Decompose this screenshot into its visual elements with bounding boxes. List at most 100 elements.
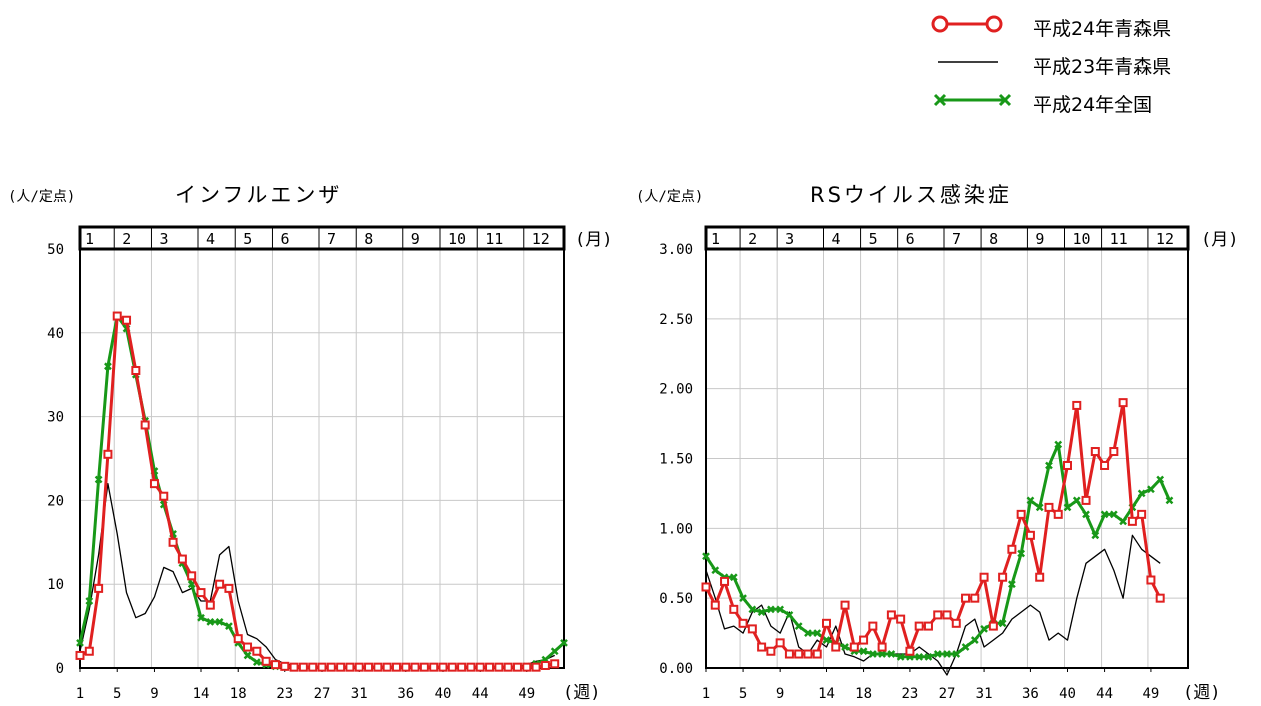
- data-point-circle: [410, 662, 420, 672]
- data-point-x: [104, 362, 112, 371]
- data-point-circle: [131, 366, 141, 376]
- data-point-x: [560, 638, 568, 647]
- data-point-circle: [1118, 398, 1128, 408]
- x-tick-label: 40: [1059, 686, 1076, 702]
- y-tick-label: 2.00: [659, 382, 693, 398]
- y-tick-label: 20: [47, 493, 64, 509]
- data-point-x: [711, 566, 720, 575]
- data-point-x: [1091, 531, 1100, 540]
- data-point-x: [961, 643, 970, 651]
- data-point-x: [1017, 549, 1026, 558]
- x-tick-label: 27: [939, 686, 956, 702]
- data-point-x: [896, 652, 905, 661]
- data-point-circle: [168, 537, 178, 547]
- month-label: 4: [206, 230, 215, 248]
- legend-label: 平成23年青森県: [1033, 56, 1172, 78]
- data-point-circle: [270, 660, 280, 670]
- month-label: 4: [832, 230, 841, 248]
- x-tick-label: 5: [113, 686, 121, 702]
- legend-item: 平成24年青森県: [930, 10, 1250, 48]
- data-point-circle: [522, 662, 532, 672]
- data-point-circle: [550, 659, 560, 669]
- month-label: 10: [448, 230, 466, 248]
- data-point-circle: [457, 662, 467, 672]
- legend-label: 平成24年青森県: [1033, 18, 1172, 40]
- data-point-x: [243, 651, 252, 660]
- data-point-x: [933, 650, 942, 658]
- month-unit-label: (月): [1201, 230, 1238, 250]
- y-tick-label: 1.00: [659, 521, 693, 537]
- data-point-x: [868, 650, 877, 658]
- month-label: 8: [989, 230, 998, 248]
- data-point-circle: [877, 642, 887, 652]
- x-tick-label: 9: [776, 686, 784, 702]
- data-point-circle: [438, 662, 448, 672]
- data-point-circle: [75, 650, 85, 660]
- data-point-circle: [961, 593, 971, 603]
- data-point-x: [215, 618, 224, 626]
- data-point-circle: [1007, 544, 1017, 554]
- week-unit-label: (週): [563, 683, 600, 703]
- data-point-circle: [840, 600, 850, 610]
- data-point-circle: [775, 638, 785, 648]
- data-point-x: [550, 647, 559, 656]
- data-point-circle: [822, 618, 831, 628]
- data-point-x: [767, 605, 775, 614]
- data-point-circle: [540, 660, 550, 670]
- data-point-circle: [1025, 530, 1035, 540]
- x-tick-label: 1: [702, 686, 710, 702]
- month-label: 6: [906, 230, 915, 248]
- data-point-circle: [933, 610, 943, 620]
- data-point-circle: [354, 662, 364, 672]
- data-point-circle: [1090, 447, 1100, 457]
- data-point-circle: [988, 621, 998, 631]
- data-point-x: [1156, 475, 1165, 484]
- data-point-circle: [812, 649, 822, 659]
- month-label: 6: [280, 230, 289, 248]
- month-label: 11: [485, 230, 503, 248]
- data-point-circle: [373, 662, 383, 672]
- data-point-circle: [336, 662, 346, 672]
- data-point-x: [915, 652, 924, 661]
- data-point-x: [952, 650, 961, 658]
- data-point-x: [702, 552, 710, 561]
- month-label: 5: [869, 230, 878, 248]
- x-tick-label: 36: [1022, 686, 1039, 702]
- data-point-x: [1109, 510, 1118, 519]
- data-point-circle: [140, 420, 150, 430]
- data-point-circle: [1146, 575, 1156, 585]
- month-label: 10: [1073, 230, 1091, 248]
- data-point-circle: [905, 646, 915, 656]
- x-tick-label: 1: [76, 686, 84, 702]
- data-point-circle: [308, 662, 318, 672]
- data-point-circle: [766, 646, 776, 656]
- data-point-circle: [1081, 495, 1091, 505]
- data-point-circle: [1127, 516, 1137, 526]
- y-axis-label: (人/定点): [8, 189, 75, 205]
- month-unit-label: (月): [575, 230, 612, 250]
- y-tick-label: 0: [56, 661, 64, 677]
- y-tick-label: 10: [47, 577, 64, 593]
- x-tick-label: 23: [901, 686, 918, 702]
- data-point-x: [804, 629, 812, 637]
- data-point-circle: [149, 479, 159, 489]
- x-tick-label: 9: [150, 686, 158, 702]
- month-label: 1: [711, 230, 720, 248]
- data-point-circle: [1109, 447, 1119, 457]
- data-point-circle: [1053, 509, 1063, 519]
- data-point-circle: [849, 642, 859, 652]
- x-tick-label: 31: [351, 686, 368, 702]
- data-point-circle: [466, 662, 476, 672]
- x-tick-label: 44: [472, 686, 489, 702]
- data-point-circle: [757, 642, 767, 652]
- month-label: 2: [122, 230, 131, 248]
- data-point-circle: [196, 588, 206, 598]
- x-tick-label: 31: [976, 686, 993, 702]
- data-point-x: [1035, 503, 1044, 512]
- x-tick-label: 18: [230, 686, 247, 702]
- data-point-x: [1072, 496, 1081, 505]
- data-point-circle: [1137, 509, 1147, 519]
- data-point-x: [76, 638, 84, 647]
- data-point-circle: [531, 662, 541, 672]
